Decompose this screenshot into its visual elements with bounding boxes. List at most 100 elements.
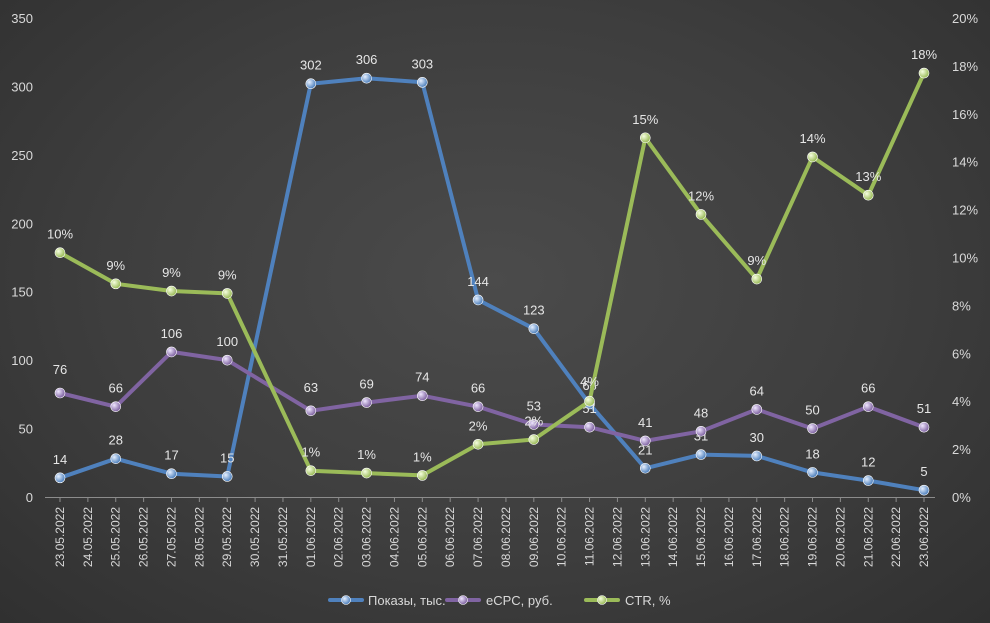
- series-1-data-label: 66: [471, 381, 485, 396]
- y-left-tick-label: 350: [11, 11, 33, 26]
- series-1-data-label: 66: [861, 381, 875, 396]
- series-1-data-label: 66: [109, 381, 123, 396]
- legend-marker-2: [597, 595, 607, 605]
- series-1-point: [751, 404, 763, 415]
- x-tick-label: 11.06.2022: [583, 507, 597, 566]
- series-2-point: [751, 273, 763, 285]
- series-0-data-label: 14: [53, 452, 67, 467]
- legend-label-0: Показы, тыс.: [368, 593, 446, 608]
- y-right-tick-label: 18%: [952, 59, 978, 74]
- series-0-point: [472, 294, 484, 306]
- series-0-data-label: 28: [109, 433, 123, 448]
- y-right-tick-label: 4%: [952, 394, 971, 409]
- y-left-tick-label: 50: [19, 422, 33, 437]
- series-0-data-label: 18: [805, 446, 819, 461]
- series-2-point: [862, 189, 874, 201]
- series-0-point: [695, 449, 707, 460]
- series-2-data-label: 14%: [800, 131, 826, 146]
- y-left-tick-label: 200: [11, 216, 33, 231]
- x-tick-label: 28.05.2022: [192, 507, 206, 567]
- series-2-point: [918, 67, 930, 79]
- series-1-point: [54, 387, 66, 399]
- x-tick-label: 10.06.2022: [555, 507, 569, 567]
- x-tick-label: 27.05.2022: [164, 507, 178, 567]
- series-2-point: [472, 439, 484, 450]
- series-2-data-label: 13%: [855, 169, 881, 184]
- series-2-data-label: 2%: [469, 418, 488, 433]
- series-0-data-label: 144: [467, 274, 489, 289]
- x-tick-label: 24.05.2022: [81, 507, 95, 567]
- series-1-data-label: 69: [359, 377, 373, 392]
- series-0-point: [751, 450, 763, 462]
- series-1-data-label: 51: [917, 401, 931, 416]
- x-tick-label: 29.05.2022: [220, 507, 234, 567]
- series-2-data-label: 4%: [580, 374, 599, 389]
- series-1-point: [639, 435, 651, 447]
- x-tick-label: 30.05.2022: [248, 507, 262, 567]
- series-1-data-label: 63: [304, 380, 318, 395]
- series-2-point: [54, 247, 66, 259]
- x-tick-label: 08.06.2022: [499, 507, 513, 567]
- y-left-tick-label: 0: [26, 490, 33, 505]
- series-1-point: [807, 423, 818, 434]
- series-2-point: [305, 465, 317, 476]
- series-1-point: [305, 405, 317, 417]
- x-tick-label: 22.06.2022: [889, 507, 903, 567]
- x-tick-label: 18.06.2022: [778, 507, 792, 567]
- y-right-tick-label: 0%: [952, 490, 971, 505]
- x-tick-label: 04.06.2022: [387, 507, 401, 567]
- series-1-point: [584, 421, 595, 433]
- series-2-point: [528, 434, 540, 445]
- series-1-point: [221, 354, 233, 366]
- series-0-point: [528, 323, 540, 334]
- series-0-point: [305, 78, 317, 89]
- series-0-point: [221, 471, 233, 482]
- series-0-point: [807, 467, 818, 478]
- x-tick-label: 02.06.2022: [332, 507, 346, 567]
- x-tick-label: 19.06.2022: [806, 507, 820, 567]
- series-2-data-label: 1%: [301, 445, 320, 460]
- y-left-tick-label: 300: [11, 79, 33, 94]
- series-2-point: [807, 151, 818, 163]
- x-tick-label: 23.06.2022: [917, 507, 931, 567]
- series-0-data-label: 306: [356, 52, 378, 67]
- legend-marker-1: [458, 595, 468, 605]
- series-0-point: [639, 462, 651, 474]
- y-right-tick-label: 16%: [952, 107, 978, 122]
- series-1-data-label: 74: [415, 370, 429, 385]
- x-tick-label: 21.06.2022: [861, 507, 875, 567]
- y-left-tick-label: 100: [11, 353, 33, 368]
- legend-label-2: CTR, %: [625, 593, 671, 608]
- series-2-point: [584, 395, 595, 407]
- series-0-data-label: 17: [164, 448, 178, 463]
- y-left-tick-label: 150: [11, 285, 33, 300]
- series-0-data-label: 5: [920, 464, 927, 479]
- x-tick-label: 26.05.2022: [137, 507, 151, 567]
- series-1-point: [417, 390, 428, 402]
- series-2-point: [361, 467, 372, 479]
- y-right-tick-label: 14%: [952, 155, 978, 170]
- x-tick-label: 14.06.2022: [666, 507, 680, 567]
- series-2-data-label: 9%: [747, 253, 766, 268]
- series-1-point: [472, 401, 484, 412]
- series-0-data-label: 123: [523, 303, 545, 318]
- series-0-data-label: 303: [411, 56, 433, 71]
- series-1-point: [918, 421, 930, 433]
- series-1-data-label: 100: [216, 334, 238, 349]
- x-tick-label: 09.06.2022: [527, 507, 541, 567]
- series-0-point: [361, 72, 372, 84]
- series-2-data-label: 1%: [413, 449, 432, 464]
- series-1-data-label: 50: [805, 403, 819, 418]
- series-1-point: [528, 419, 540, 430]
- legend-label-1: eCPC, руб.: [486, 593, 553, 608]
- x-tick-label: 13.06.2022: [638, 507, 652, 567]
- series-1-data-label: 53: [527, 398, 541, 413]
- series-2-data-label: 15%: [632, 112, 658, 127]
- series-1-point: [695, 426, 707, 437]
- series-0-data-label: 302: [300, 58, 322, 73]
- x-tick-label: 12.06.2022: [610, 507, 624, 567]
- series-line-0: [58, 76, 926, 493]
- series-0-point: [166, 468, 177, 480]
- series-0-point: [862, 475, 874, 486]
